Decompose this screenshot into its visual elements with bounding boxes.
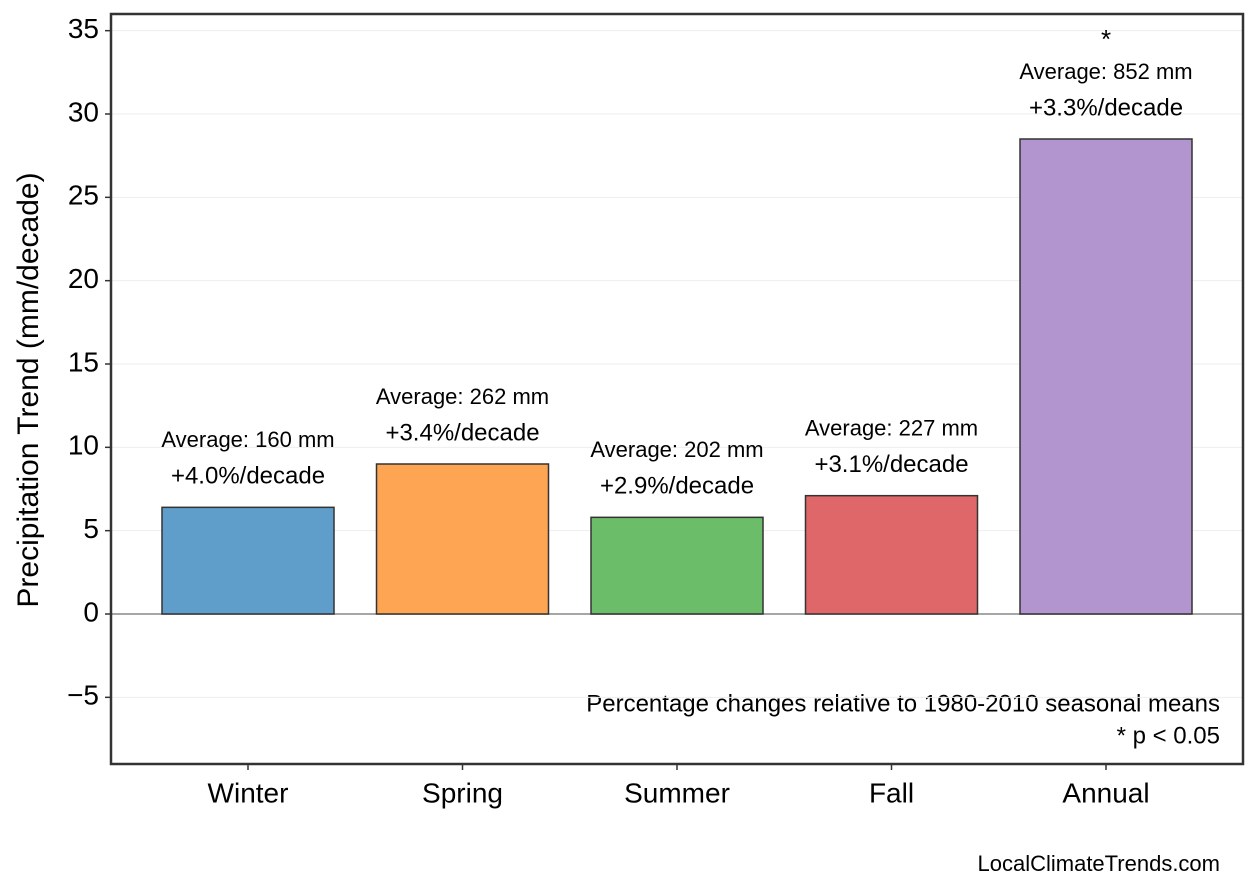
note: Percentage changes relative to 1980-2010… <box>586 690 1220 717</box>
y-tick-label: 35 <box>68 13 99 44</box>
percent-label: +3.4%/decade <box>385 419 539 446</box>
y-tick-label: 30 <box>68 96 99 127</box>
bar <box>375 463 550 615</box>
bar <box>590 516 764 615</box>
bar <box>804 494 979 615</box>
x-tick-label: Summer <box>624 777 730 808</box>
y-tick-label: 25 <box>68 180 99 211</box>
average-label: Average: 160 mm <box>161 427 334 452</box>
y-tick-label: 20 <box>68 263 99 294</box>
average-label: Average: 227 mm <box>805 415 978 440</box>
y-tick-label: 15 <box>68 346 99 377</box>
y-tick-label: −5 <box>67 680 99 711</box>
note: * p < 0.05 <box>1117 722 1220 749</box>
percent-label: +4.0%/decade <box>171 463 325 490</box>
significance-marker: * <box>1101 24 1111 54</box>
percent-label: +2.9%/decade <box>600 473 754 500</box>
percent-label: +3.1%/decade <box>814 451 968 478</box>
y-tick-label: 10 <box>68 430 99 461</box>
bar <box>161 506 335 615</box>
y-tick-label: 5 <box>83 513 99 544</box>
x-tick-label: Winter <box>208 777 289 808</box>
average-label: Average: 202 mm <box>590 437 763 462</box>
x-tick-label: Spring <box>422 777 503 808</box>
plot-frame <box>109 12 1245 766</box>
x-tick-label: Fall <box>869 777 914 808</box>
bar <box>1019 138 1193 615</box>
average-label: Average: 262 mm <box>376 384 549 409</box>
y-axis-label: Precipitation Trend (mm/decade) <box>12 172 45 607</box>
x-tick-label: Annual <box>1062 777 1149 808</box>
source: LocalClimateTrends.com <box>978 851 1221 876</box>
average-label: Average: 852 mm <box>1019 59 1192 84</box>
percent-label: +3.3%/decade <box>1029 94 1183 121</box>
y-tick-label: 0 <box>83 596 99 627</box>
